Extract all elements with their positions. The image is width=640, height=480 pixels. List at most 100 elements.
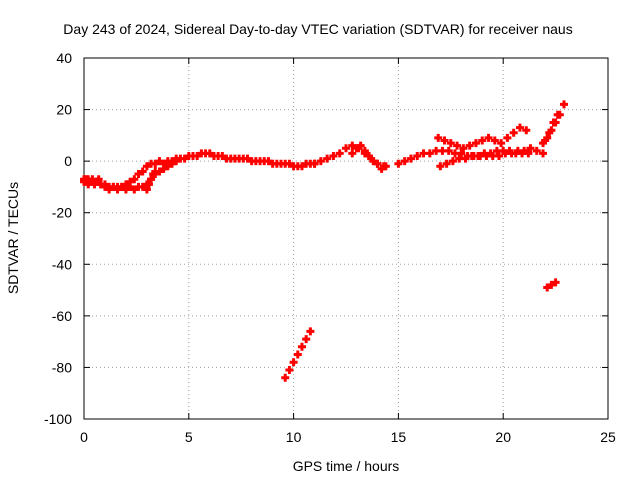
series-steep-upper-end [541,110,562,145]
data-point [448,157,457,166]
data-point [459,144,468,153]
data-point [442,159,451,168]
data-point [130,175,139,184]
data-point [316,157,325,166]
data-point [406,154,415,163]
data-point [142,162,151,171]
data-point [471,139,480,148]
data-layer [80,100,568,382]
data-point [461,154,470,163]
y-axis-label: SDTVAR / TECUs [5,182,21,294]
data-point [126,182,135,191]
data-point [297,342,306,351]
data-point [142,180,151,189]
data-point [151,170,160,179]
data-point [425,149,434,158]
x-tick-label: 20 [495,429,511,445]
data-point [373,159,382,168]
data-point [281,373,290,382]
data-point [302,335,311,344]
x-tick-label: 0 [80,429,88,445]
data-point [515,123,524,132]
data-point [155,167,164,176]
series-lower-branches [436,146,533,171]
y-tick-label: -80 [52,359,72,375]
data-point [163,162,172,171]
data-point [193,151,202,160]
x-tick-label: 10 [286,429,302,445]
data-point [486,149,495,158]
data-point [497,139,506,148]
data-point [434,133,443,142]
data-point [453,141,462,150]
data-point [457,149,466,158]
data-point [394,159,403,168]
data-point [168,159,177,168]
data-point [547,280,556,289]
grid-layer [84,58,608,419]
data-point [484,133,493,142]
y-tick-label: -60 [52,308,72,324]
data-point [524,149,533,158]
data-point [365,151,374,160]
data-point [360,146,369,155]
data-point [532,146,541,155]
data-point [113,185,122,194]
y-tick-label: 20 [56,102,72,118]
data-point [436,162,445,171]
data-point [559,100,568,109]
data-point [549,118,558,127]
x-tick-label: 15 [391,429,407,445]
data-point [243,154,252,163]
data-point [159,164,168,173]
data-point [400,157,409,166]
data-point [369,157,378,166]
chart-title: Day 243 of 2024, Sidereal Day-to-day VTE… [63,21,572,37]
data-point [509,128,518,137]
data-point [505,146,514,155]
data-point [310,159,319,168]
data-point [465,141,474,150]
data-point [553,110,562,119]
data-point [413,151,422,160]
data-point [117,182,126,191]
data-point [543,283,552,292]
data-point [503,133,512,142]
data-point [335,149,344,158]
data-point [348,149,357,158]
data-point [100,182,109,191]
x-tick-label: 5 [185,429,193,445]
data-point [180,154,189,163]
data-point [478,136,487,145]
data-point [293,350,302,359]
ticks-layer: 0 5 10 15 20 25 -100 -80 -60 -40 -20 0 20 40 [44,50,616,445]
data-point [94,175,103,184]
data-point [541,136,550,145]
data-point [130,185,139,194]
plot-frame [83,57,609,420]
data-point [155,157,164,166]
series-middle-loop [348,141,390,173]
y-tick-label: -20 [52,205,72,221]
data-point [134,170,143,179]
data-point [297,162,306,171]
data-point [285,159,294,168]
data-point [147,175,156,184]
data-point [522,126,531,135]
data-point [109,182,118,191]
x-tick-label: 25 [600,429,616,445]
data-point [446,139,455,148]
data-point [490,136,499,145]
data-point [526,144,535,153]
data-point [285,366,294,375]
data-point [218,151,227,160]
data-point [138,167,147,176]
data-point [352,144,361,153]
data-point [377,164,386,173]
data-point [105,185,114,194]
data-point [329,151,338,160]
data-point [289,358,298,367]
